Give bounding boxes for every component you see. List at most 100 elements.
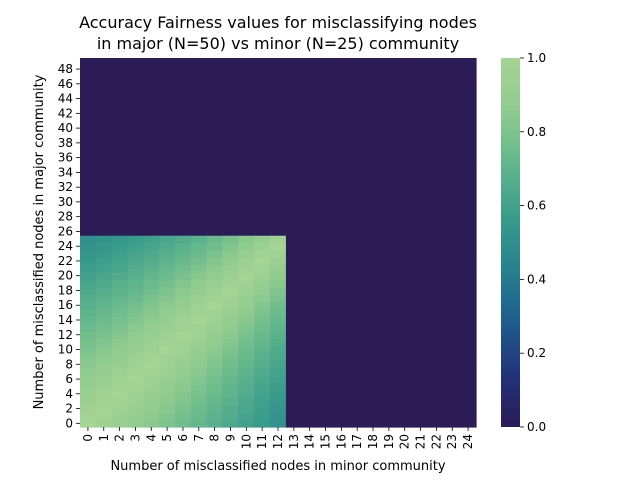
heatmap-cell xyxy=(349,360,366,369)
x-axis-label: Number of misclassified nodes in minor c… xyxy=(110,459,445,474)
heatmap-cell xyxy=(270,212,287,221)
heatmap-cell xyxy=(460,249,477,258)
heatmap-cell xyxy=(317,139,335,148)
heatmap-cell xyxy=(95,117,113,126)
heatmap-cell xyxy=(349,390,366,399)
heatmap-cell xyxy=(444,139,461,148)
heatmap-cell xyxy=(285,72,303,81)
heatmap-cell xyxy=(428,65,445,74)
heatmap-cell xyxy=(190,72,208,81)
heatmap-cell xyxy=(365,198,382,207)
heatmap-cell xyxy=(190,183,208,192)
heatmap-cell xyxy=(317,65,335,74)
heatmap-cell xyxy=(190,176,208,185)
heatmap-cell xyxy=(222,242,239,251)
heatmap-cell xyxy=(175,279,192,288)
heatmap-cell xyxy=(222,124,239,133)
heatmap-cell xyxy=(333,294,350,303)
heatmap-cell xyxy=(254,249,271,258)
heatmap-cell xyxy=(412,353,430,362)
heatmap-cell xyxy=(444,286,461,295)
heatmap-cell xyxy=(111,109,129,118)
heatmap-cell xyxy=(412,183,430,192)
heatmap-cell xyxy=(238,205,255,214)
heatmap-cell xyxy=(175,301,192,310)
heatmap-cell xyxy=(222,117,239,126)
heatmap-cell xyxy=(301,412,319,421)
heatmap-cell xyxy=(349,87,366,96)
heatmap-cell xyxy=(460,360,477,369)
heatmap-cell xyxy=(222,109,239,118)
heatmap-cell xyxy=(270,176,287,185)
heatmap-cell xyxy=(190,139,208,148)
heatmap-cell xyxy=(365,264,382,273)
heatmap-cell xyxy=(222,301,239,310)
heatmap-cell xyxy=(285,183,303,192)
heatmap-cell xyxy=(349,183,366,192)
heatmap-cell xyxy=(143,190,160,199)
heatmap-cell xyxy=(80,205,97,214)
heatmap-cell xyxy=(206,168,224,177)
heatmap-cell xyxy=(333,397,350,406)
heatmap-cell xyxy=(317,412,335,421)
heatmap-cell xyxy=(206,257,224,266)
heatmap-cell xyxy=(444,301,461,310)
heatmap-cell xyxy=(111,404,129,413)
heatmap-cell xyxy=(333,331,350,340)
heatmap-cell xyxy=(301,176,319,185)
heatmap-cell xyxy=(80,353,97,362)
heatmap-cell xyxy=(127,65,144,74)
heatmap-cell xyxy=(159,353,176,362)
heatmap-cell xyxy=(380,80,398,89)
heatmap-cell xyxy=(444,168,461,177)
heatmap-cell xyxy=(444,249,461,258)
heatmap-cell xyxy=(270,153,287,162)
heatmap-cell xyxy=(317,212,335,221)
heatmap-cell xyxy=(80,146,97,155)
heatmap-cell xyxy=(254,345,271,354)
heatmap-cell xyxy=(95,205,113,214)
heatmap-cell xyxy=(190,308,208,317)
y-tick-label: 16 xyxy=(58,298,73,312)
heatmap-cell xyxy=(222,131,239,140)
heatmap-cell xyxy=(127,345,144,354)
x-tick-label: 21 xyxy=(414,434,428,449)
heatmap-cell xyxy=(285,80,303,89)
heatmap-cell xyxy=(143,124,160,133)
heatmap-cell xyxy=(317,131,335,140)
heatmap-cell xyxy=(333,257,350,266)
heatmap-cell xyxy=(190,205,208,214)
heatmap-cell xyxy=(412,198,430,207)
heatmap-cell xyxy=(159,220,176,229)
heatmap-cell xyxy=(175,249,192,258)
heatmap-cell xyxy=(396,176,414,185)
heatmap-cell xyxy=(80,198,97,207)
heatmap-cell xyxy=(175,139,192,148)
heatmap-cell xyxy=(206,94,224,103)
heatmap-cell xyxy=(270,102,287,111)
heatmap-cell xyxy=(95,264,113,273)
heatmap-cell xyxy=(254,58,271,66)
heatmap-cell xyxy=(190,109,208,118)
heatmap-cell xyxy=(111,360,129,369)
heatmap-cell xyxy=(143,404,160,413)
heatmap-cell xyxy=(206,139,224,148)
heatmap-cell xyxy=(301,345,319,354)
heatmap-cell xyxy=(143,323,160,332)
heatmap-cell xyxy=(238,176,255,185)
heatmap-cell xyxy=(159,316,176,325)
heatmap-cell xyxy=(127,390,144,399)
heatmap-cell xyxy=(380,412,398,421)
heatmap-cell xyxy=(190,360,208,369)
heatmap-cell xyxy=(206,249,224,258)
heatmap-cell xyxy=(428,272,445,280)
heatmap-cell xyxy=(380,198,398,207)
heatmap-cell xyxy=(254,272,271,280)
heatmap-cell xyxy=(428,286,445,295)
heatmap-cell xyxy=(95,72,113,81)
heatmap-cell xyxy=(80,375,97,384)
heatmap-cell xyxy=(206,153,224,162)
heatmap-cell xyxy=(206,190,224,199)
heatmap-cell xyxy=(333,360,350,369)
chart-title-line-1: Accuracy Fairness values for misclassify… xyxy=(79,13,477,32)
